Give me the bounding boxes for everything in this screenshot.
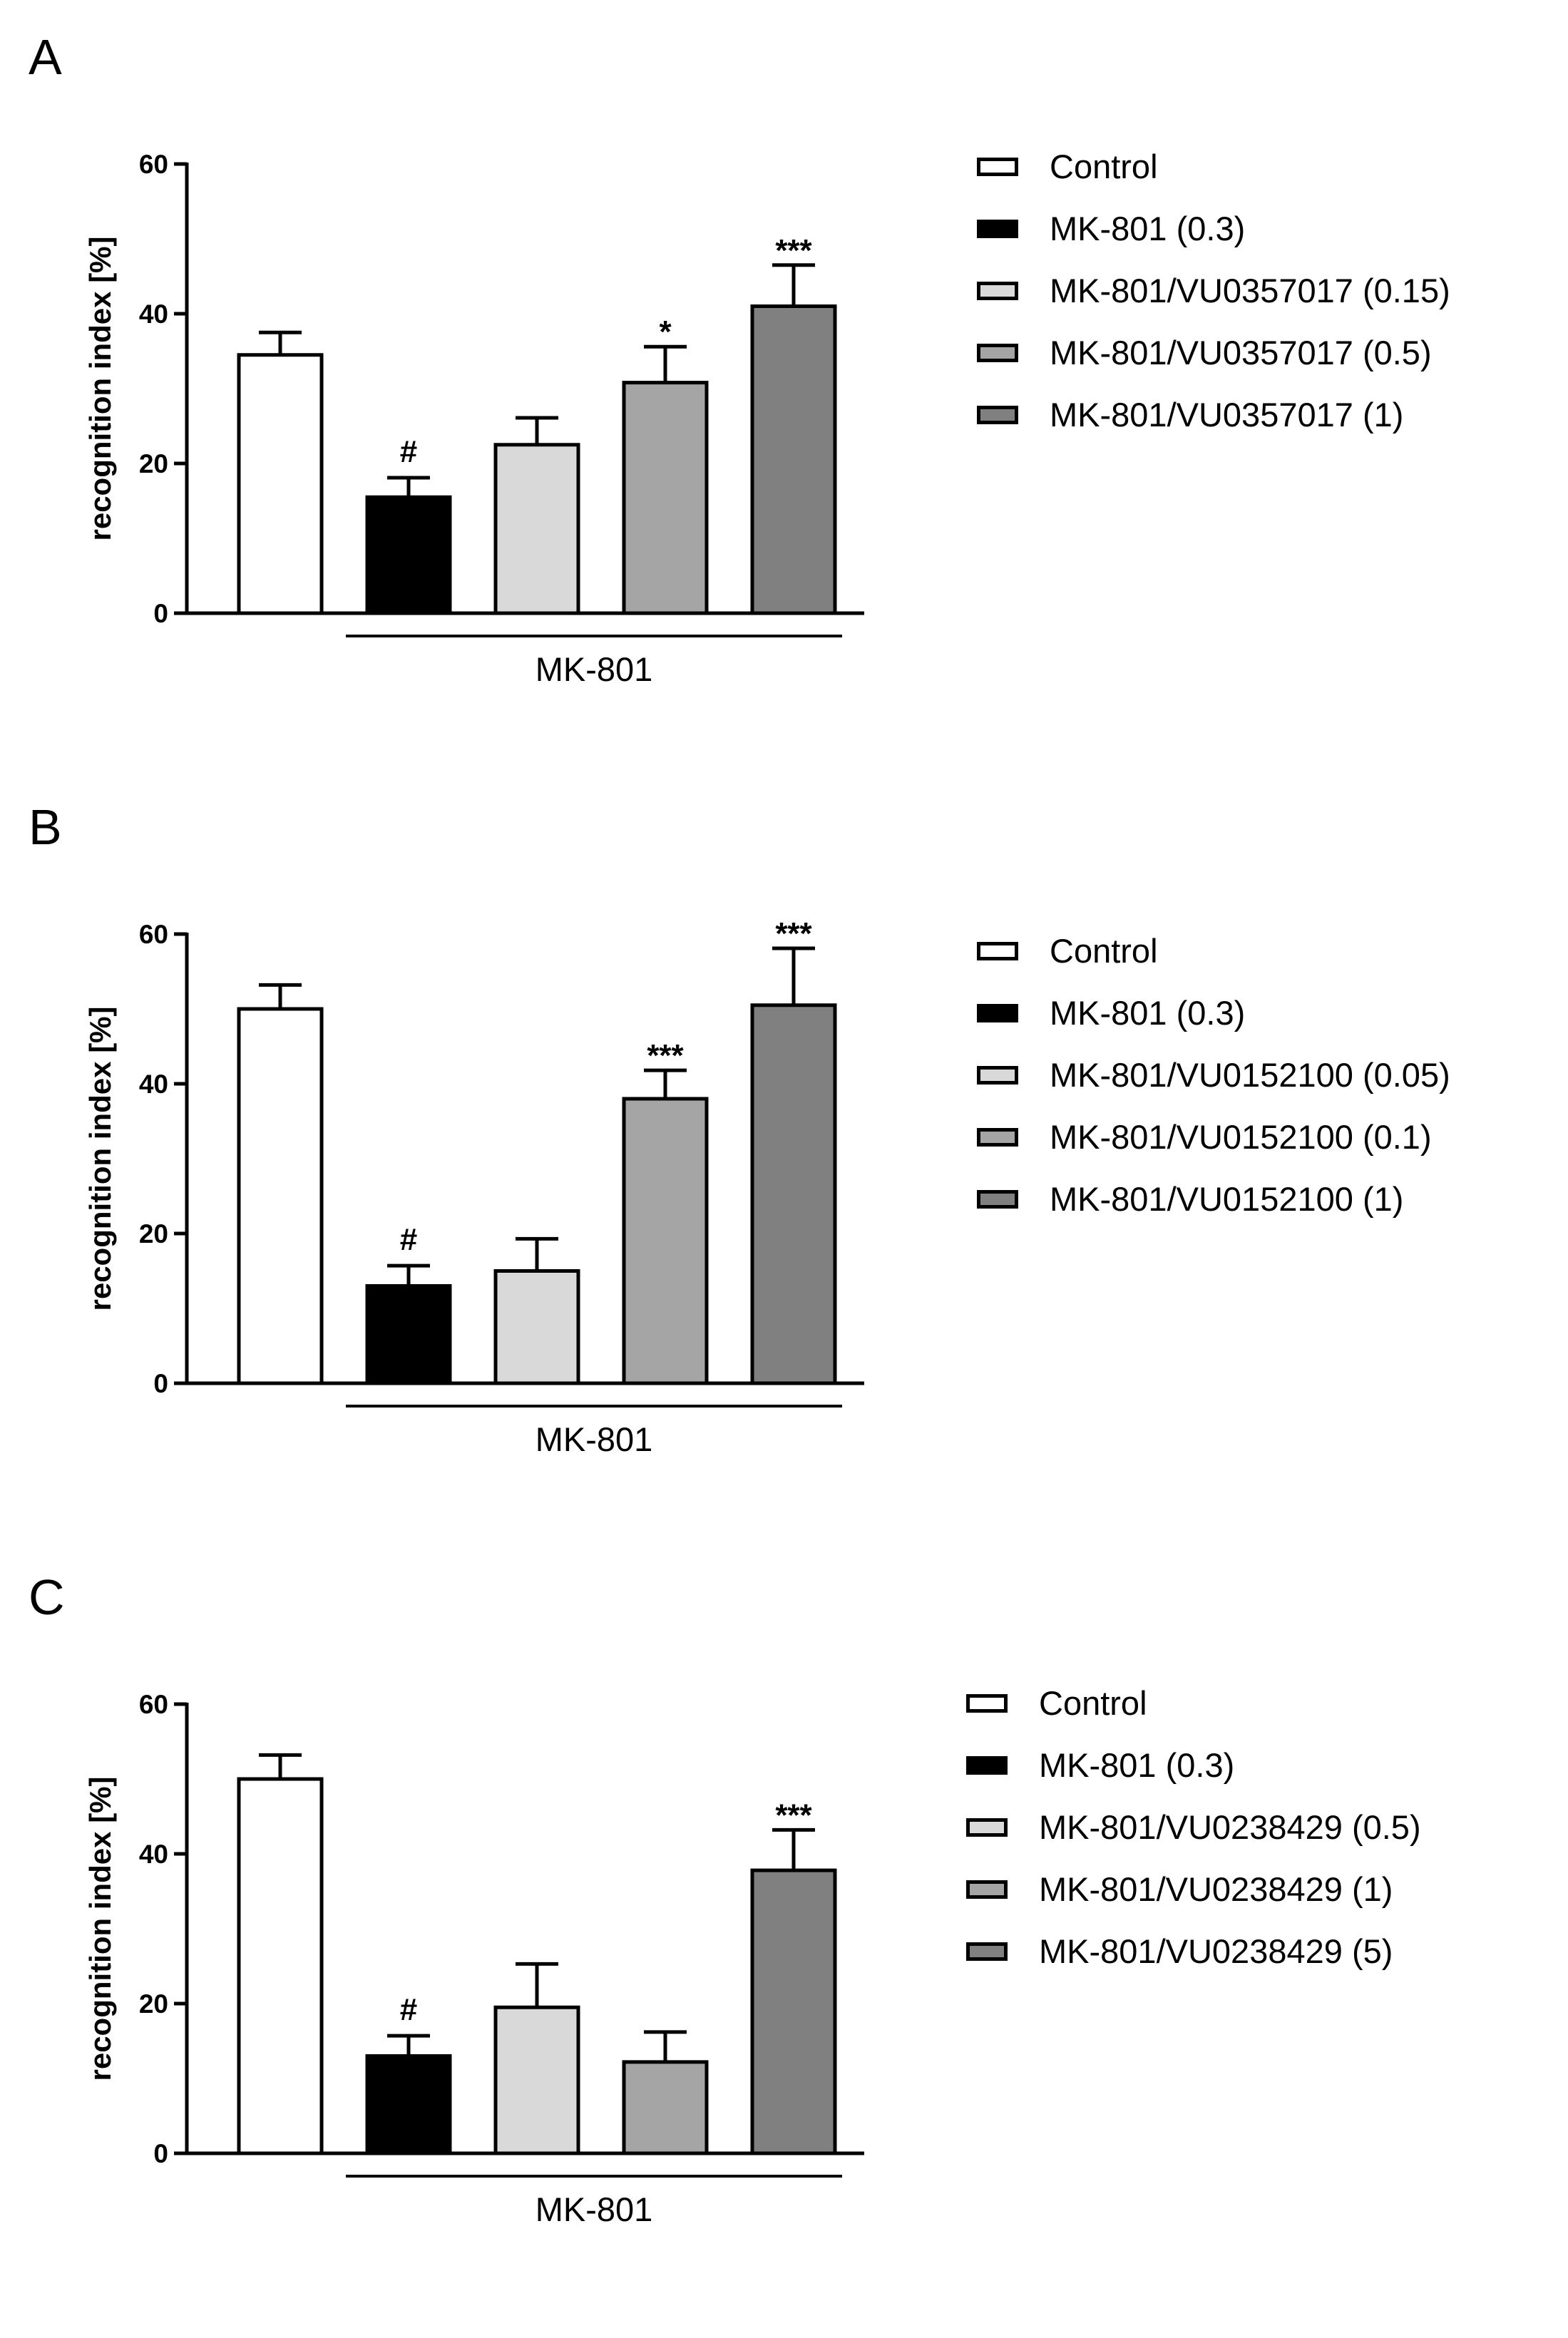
panel-c: C recognition index [%] 0 20 40 60 # *** MK-801… xyxy=(0,1569,1568,2338)
significance-mark: # xyxy=(400,1992,417,2027)
legend-swatch xyxy=(977,405,1018,424)
legend-label: MK-801/VU0238429 (1) xyxy=(1039,1870,1393,1908)
legend-swatch xyxy=(977,941,1018,960)
legend-swatch xyxy=(966,1817,1008,1837)
legend-label: MK-801/VU0357017 (1) xyxy=(1050,396,1404,434)
legend-swatch xyxy=(966,1942,1008,1961)
bar-chart-c: recognition index [%] 0 20 40 60 # *** MK-801 xyxy=(83,1690,864,2228)
bar xyxy=(365,2054,452,2155)
group-label: MK-801 xyxy=(536,1420,653,1458)
bar xyxy=(493,1269,580,1385)
legend-swatch xyxy=(966,1755,1008,1775)
y-tick-label: 60 xyxy=(139,1690,168,1719)
y-tick-label: 40 xyxy=(139,1070,168,1099)
significance-mark: # xyxy=(400,434,417,469)
y-axis-label: recognition index [%] xyxy=(83,1006,117,1311)
legend-item: MK-801/VU0152100 (1) xyxy=(977,1168,1450,1230)
bar xyxy=(622,381,709,615)
legend-label: MK-801 (0.3) xyxy=(1050,210,1246,247)
legend-item: MK-801/VU0238429 (0.5) xyxy=(966,1796,1421,1858)
significance-mark: *** xyxy=(775,233,812,268)
legend-a: Control MK-801 (0.3) MK-801/VU0357017 (0… xyxy=(977,135,1450,446)
y-tick-label: 0 xyxy=(153,2139,168,2168)
group-label: MK-801 xyxy=(536,2190,653,2228)
panel-letter-a: A xyxy=(29,29,62,85)
legend-swatch xyxy=(977,343,1018,362)
legend-label: MK-801 (0.3) xyxy=(1039,1746,1235,1784)
legend-label: Control xyxy=(1050,148,1158,185)
y-tick-label: 20 xyxy=(139,449,168,478)
legend-label: MK-801 (0.3) xyxy=(1050,994,1246,1032)
bar xyxy=(750,304,837,615)
y-axis-label: recognition index [%] xyxy=(83,1776,117,2081)
legend-item: MK-801/VU0152100 (0.05) xyxy=(977,1044,1450,1106)
bar xyxy=(622,1097,709,1385)
legend-item: MK-801/VU0152100 (0.1) xyxy=(977,1106,1450,1168)
y-tick-label: 20 xyxy=(139,1219,168,1249)
y-tick-label: 40 xyxy=(139,299,168,329)
legend-label: MK-801/VU0238429 (0.5) xyxy=(1039,1808,1421,1846)
legend-item: MK-801/VU0357017 (0.5) xyxy=(977,322,1450,384)
legend-item: MK-801 (0.3) xyxy=(966,1734,1421,1796)
y-axis-label: recognition index [%] xyxy=(83,236,117,540)
legend-b: Control MK-801 (0.3) MK-801/VU0152100 (0… xyxy=(977,920,1450,1230)
legend-item: MK-801/VU0357017 (0.15) xyxy=(977,260,1450,322)
significance-mark: *** xyxy=(775,1798,812,1832)
significance-mark: *** xyxy=(775,916,812,951)
panel-letter-c: C xyxy=(29,1569,65,1625)
legend-label: Control xyxy=(1050,932,1158,970)
significance-mark: # xyxy=(400,1222,417,1257)
legend-swatch xyxy=(977,1127,1018,1147)
legend-label: MK-801/VU0357017 (0.5) xyxy=(1050,334,1432,371)
legend-label: MK-801/VU0152100 (0.05) xyxy=(1050,1056,1450,1094)
legend-label: MK-801/VU0152100 (1) xyxy=(1050,1180,1404,1218)
bar xyxy=(237,1777,324,2155)
legend-c: Control MK-801 (0.3) MK-801/VU0238429 (0… xyxy=(966,1672,1421,1982)
bar xyxy=(493,2005,580,2155)
bar xyxy=(365,1284,452,1385)
y-tick-label: 0 xyxy=(153,599,168,628)
legend-swatch xyxy=(977,281,1018,300)
y-tick-label: 40 xyxy=(139,1840,168,1869)
y-tick-label: 60 xyxy=(139,150,168,179)
bar xyxy=(237,353,324,615)
bar xyxy=(750,1003,837,1385)
legend-label: MK-801/VU0238429 (5) xyxy=(1039,1932,1393,1970)
legend-swatch xyxy=(966,1880,1008,1899)
bar xyxy=(622,2060,709,2155)
significance-mark: *** xyxy=(647,1038,684,1073)
legend-item: Control xyxy=(966,1672,1421,1734)
bar xyxy=(750,1868,837,2155)
legend-swatch xyxy=(977,1065,1018,1085)
bar xyxy=(237,1007,324,1385)
legend-swatch xyxy=(966,1693,1008,1713)
legend-item: MK-801/VU0238429 (5) xyxy=(966,1920,1421,1982)
legend-swatch xyxy=(977,219,1018,238)
significance-mark: * xyxy=(659,314,672,349)
bar-chart-b: recognition index [%] 0 20 40 60 # *** *** MK-80… xyxy=(83,916,864,1458)
bar xyxy=(493,443,580,615)
legend-label: MK-801/VU0357017 (0.15) xyxy=(1050,272,1450,309)
panel-letter-b: B xyxy=(29,799,62,855)
legend-item: MK-801/VU0238429 (1) xyxy=(966,1858,1421,1920)
bar xyxy=(365,495,452,615)
panel-b: B recognition index [%] 0 20 40 60 # *** *** MK-… xyxy=(0,799,1568,1568)
y-tick-label: 20 xyxy=(139,1989,168,2019)
legend-item: MK-801 (0.3) xyxy=(977,982,1450,1044)
legend-item: MK-801/VU0357017 (1) xyxy=(977,384,1450,446)
legend-item: Control xyxy=(977,920,1450,982)
legend-label: MK-801/VU0152100 (0.1) xyxy=(1050,1118,1432,1156)
y-tick-label: 60 xyxy=(139,920,168,949)
legend-swatch xyxy=(977,157,1018,176)
legend-item: MK-801 (0.3) xyxy=(977,198,1450,260)
y-tick-label: 0 xyxy=(153,1369,168,1398)
group-label: MK-801 xyxy=(536,650,653,688)
legend-swatch xyxy=(977,1189,1018,1209)
legend-item: Control xyxy=(977,135,1450,198)
legend-label: Control xyxy=(1039,1684,1147,1722)
legend-swatch xyxy=(977,1003,1018,1022)
panel-a: A recognition index [%] 0 20 40 60 # * *** MK-80… xyxy=(0,29,1568,798)
